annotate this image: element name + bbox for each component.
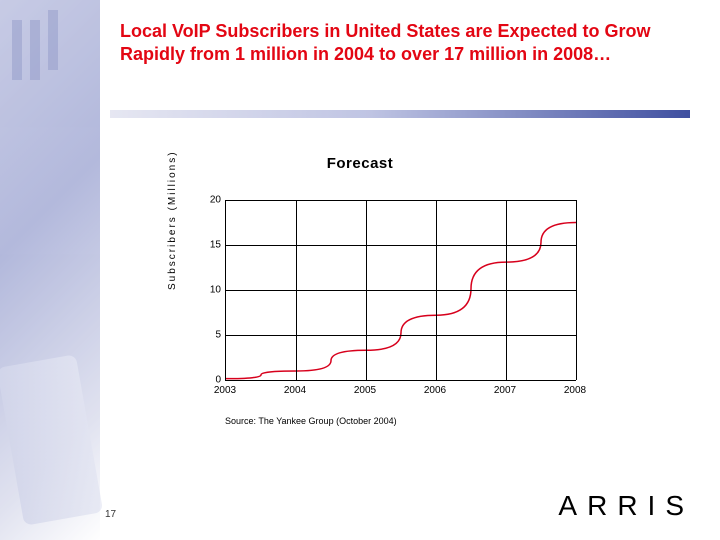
- y-tick-label: 10: [191, 285, 221, 296]
- title-divider: [110, 110, 690, 118]
- x-tick-label: 2003: [214, 385, 236, 396]
- grid-line-vertical: [296, 200, 297, 380]
- y-tick-label: 20: [191, 195, 221, 206]
- grid-line-vertical: [576, 200, 577, 380]
- grid-line-vertical: [506, 200, 507, 380]
- y-axis-label: Subscribers (Millions): [167, 150, 178, 290]
- page-number: 17: [105, 509, 116, 520]
- grid-line-vertical: [436, 200, 437, 380]
- slide-title: Local VoIP Subscribers in United States …: [120, 20, 680, 67]
- y-tick-label: 5: [191, 330, 221, 341]
- grid-line-vertical: [366, 200, 367, 380]
- arris-logo: ARRIS: [558, 490, 694, 522]
- forecast-chart: Subscribers (Millions) 05101520200320042…: [185, 195, 585, 395]
- x-tick-label: 2008: [564, 385, 586, 396]
- grid-line-horizontal: [226, 245, 576, 246]
- x-tick-label: 2004: [284, 385, 306, 396]
- chart-title: Forecast: [0, 155, 720, 172]
- slide: Local VoIP Subscribers in United States …: [0, 0, 720, 540]
- grid-line-horizontal: [226, 290, 576, 291]
- x-tick-label: 2005: [354, 385, 376, 396]
- y-tick-label: 15: [191, 240, 221, 251]
- x-tick-label: 2006: [424, 385, 446, 396]
- x-tick-label: 2007: [494, 385, 516, 396]
- chart-source: Source: The Yankee Group (October 2004): [225, 416, 397, 426]
- y-tick-label: 0: [191, 375, 221, 386]
- grid-line-horizontal: [226, 200, 576, 201]
- grid-line-horizontal: [226, 335, 576, 336]
- chart-plot-area: [225, 200, 576, 381]
